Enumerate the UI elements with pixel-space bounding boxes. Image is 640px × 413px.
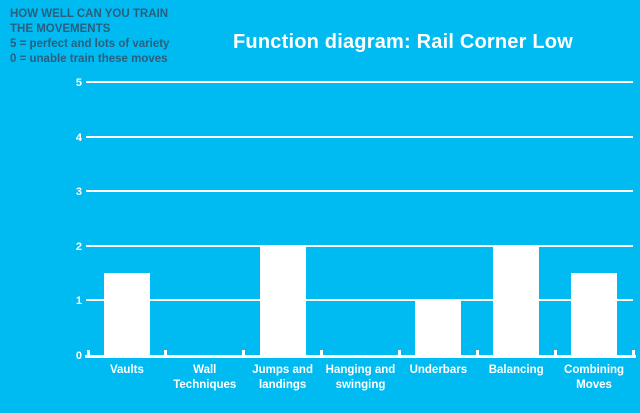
x-category-label-1: Vaults xyxy=(109,364,144,376)
x-axis-tick-5 xyxy=(475,350,479,355)
y-tick-label-0: 0 xyxy=(75,350,82,362)
x-category-label-5: Underbars xyxy=(409,364,468,376)
x-category-label-7: Combining Moves xyxy=(564,364,625,391)
annotation-line-2: THE MOVEMENTS xyxy=(10,23,111,35)
x-axis-tick-0 xyxy=(86,350,90,355)
y-tick-label-1: 1 xyxy=(75,295,82,308)
x-category-label-3: Jumps and landings xyxy=(252,364,313,391)
x-category-label-6: Balancing xyxy=(488,364,544,376)
bar-balancing xyxy=(493,245,540,355)
annotation-line-1: HOW WELL CAN YOU TRAIN xyxy=(10,8,169,20)
annotation-line-3: 5 = perfect and lots of variety xyxy=(10,38,170,50)
gridline-y1 xyxy=(86,299,633,302)
x-axis-line xyxy=(85,355,636,358)
gridline-y5 xyxy=(86,81,633,83)
chart-annotation: HOW WELL CAN YOU TRAIN THE MOVEMENTS 5 =… xyxy=(10,7,169,67)
y-tick-label-4: 4 xyxy=(75,131,82,144)
x-axis-tick-7 xyxy=(631,350,635,355)
y-tick-label-3: 3 xyxy=(75,186,82,199)
x-axis-tick-1 xyxy=(164,350,168,355)
gridline-y4 xyxy=(86,135,633,138)
y-tick-label-5: 5 xyxy=(75,77,82,89)
x-axis-tick-3 xyxy=(320,350,324,355)
bar-underbars xyxy=(415,300,462,355)
bar-combining-moves xyxy=(571,273,618,355)
bar-jumps-and-landings xyxy=(259,245,306,355)
gridline-y3 xyxy=(86,190,633,193)
x-category-label-2: Wall Techniques xyxy=(173,364,237,391)
x-axis-tick-4 xyxy=(397,350,401,355)
x-axis-tick-6 xyxy=(553,350,557,355)
annotation-line-4: 0 = unable train these moves xyxy=(10,53,168,65)
y-tick-label-2: 2 xyxy=(75,240,82,253)
gridline-y2 xyxy=(86,244,633,247)
chart-title: Function diagram: Rail Corner Low xyxy=(233,31,573,53)
x-category-label-4: Hanging and swinging xyxy=(325,364,396,391)
x-axis-tick-2 xyxy=(242,350,246,355)
bar-vaults xyxy=(103,273,150,355)
